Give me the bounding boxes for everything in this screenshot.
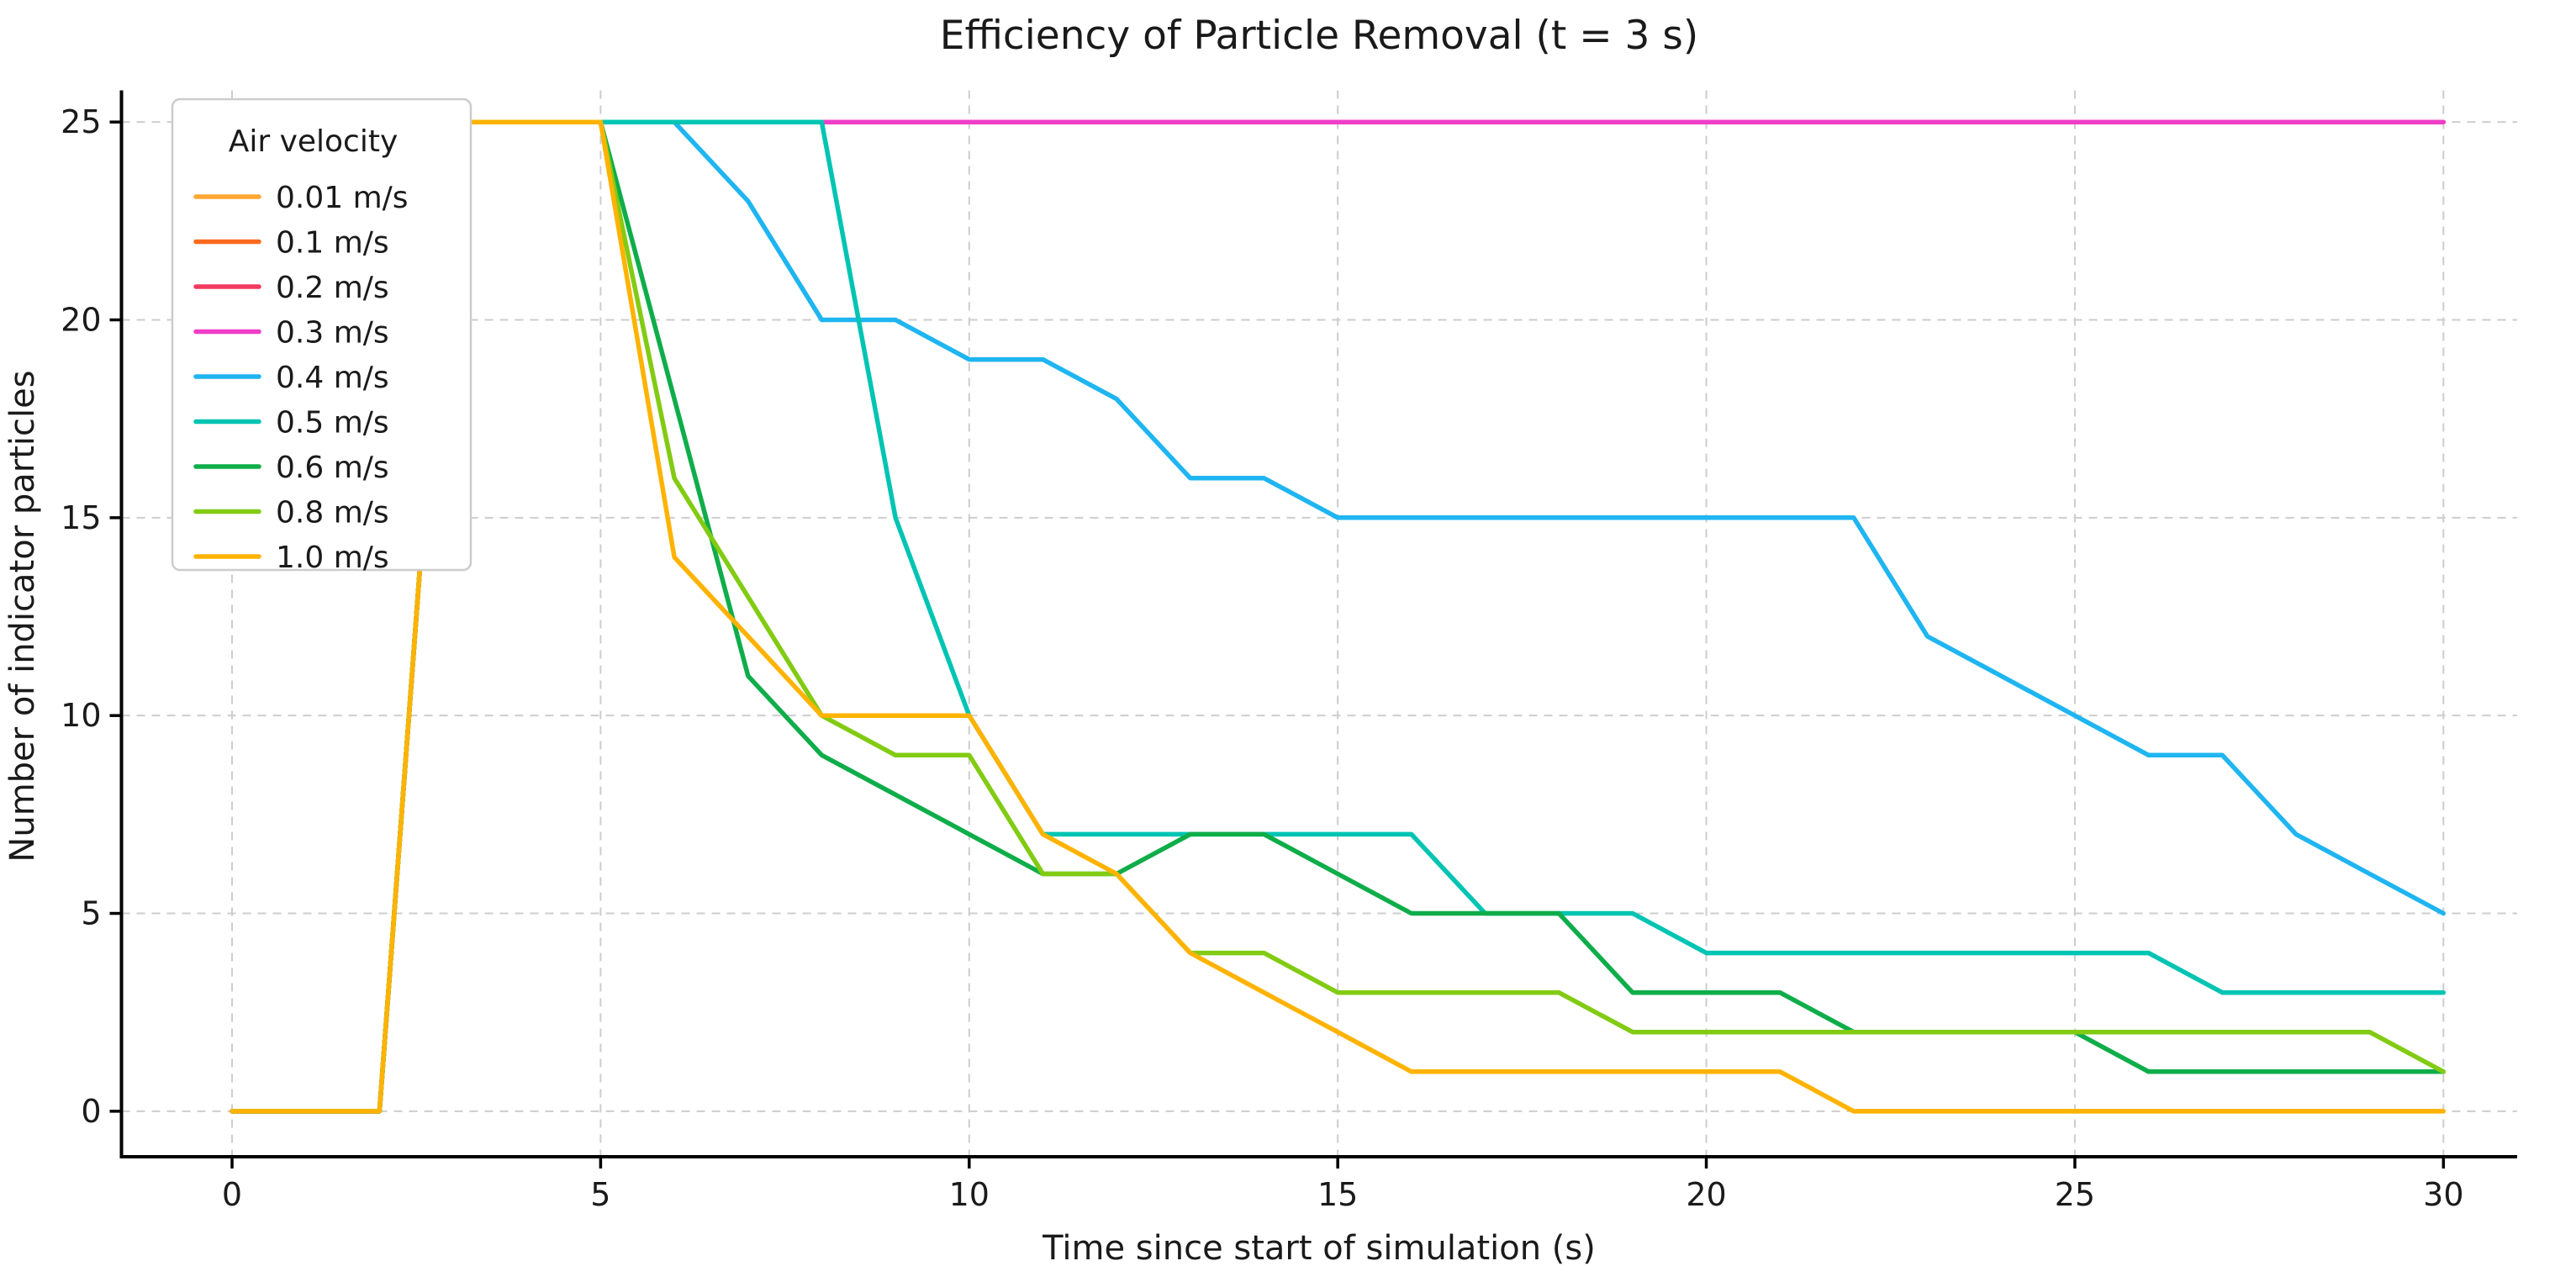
- series-line: [230, 119, 2447, 1114]
- x-tick-label: 20: [1686, 1176, 1726, 1213]
- legend-item-label: 0.1 m/s: [276, 226, 389, 261]
- gridlines: [121, 90, 2517, 1157]
- axes: 0 5 10 15 20 25 30 0 5 10 15 20 25: [61, 90, 2517, 1213]
- y-tick-label: 15: [61, 499, 101, 536]
- chart-title: Efficiency of Particle Removal (t = 3 s): [940, 13, 1698, 59]
- y-tick-label: 10: [61, 697, 101, 734]
- legend-item-label: 0.2 m/s: [276, 271, 389, 305]
- x-tick-label: 0: [222, 1176, 242, 1213]
- legend-item-label: 0.4 m/s: [276, 361, 389, 395]
- legend-item-label: 0.6 m/s: [276, 451, 389, 485]
- series-line: [230, 119, 2447, 1114]
- legend-item-label: 1.0 m/s: [276, 541, 389, 575]
- series-line: [230, 119, 2447, 1114]
- y-tick-label: 25: [61, 103, 101, 140]
- x-axis-label: Time since start of simulation (s): [1042, 1229, 1596, 1268]
- x-tick-label: 30: [2423, 1176, 2463, 1213]
- y-tick-label: 20: [61, 301, 101, 338]
- legend-title: Air velocity: [229, 124, 399, 159]
- series-line: [230, 119, 2447, 1114]
- series-lines: [230, 119, 2447, 1114]
- series-line: [230, 119, 2447, 1114]
- series-line: [230, 119, 2447, 1114]
- legend-item-label: 0.5 m/s: [276, 406, 389, 441]
- series-line: [230, 119, 2447, 1114]
- y-tick-label: 5: [81, 895, 101, 932]
- legend-item-label: 0.01 m/s: [276, 181, 409, 215]
- legend-box: [171, 98, 472, 572]
- x-tick-label: 5: [590, 1176, 610, 1213]
- x-tick-label: 25: [2055, 1176, 2095, 1213]
- legend-item-label: 0.3 m/s: [276, 316, 389, 351]
- legend-item-label: 0.8 m/s: [276, 496, 389, 530]
- series-line: [230, 119, 2447, 1114]
- x-tick-label: 10: [949, 1176, 990, 1213]
- x-tick-label: 15: [1317, 1176, 1358, 1213]
- legend: Air velocity 0.01 m/s 0.1 m/s 0.2 m/s 0.3 m/…: [171, 98, 472, 575]
- y-tick-label: 0: [81, 1093, 101, 1130]
- y-axis-label: Number of indicator particles: [3, 370, 42, 862]
- series-line: [230, 119, 2447, 1114]
